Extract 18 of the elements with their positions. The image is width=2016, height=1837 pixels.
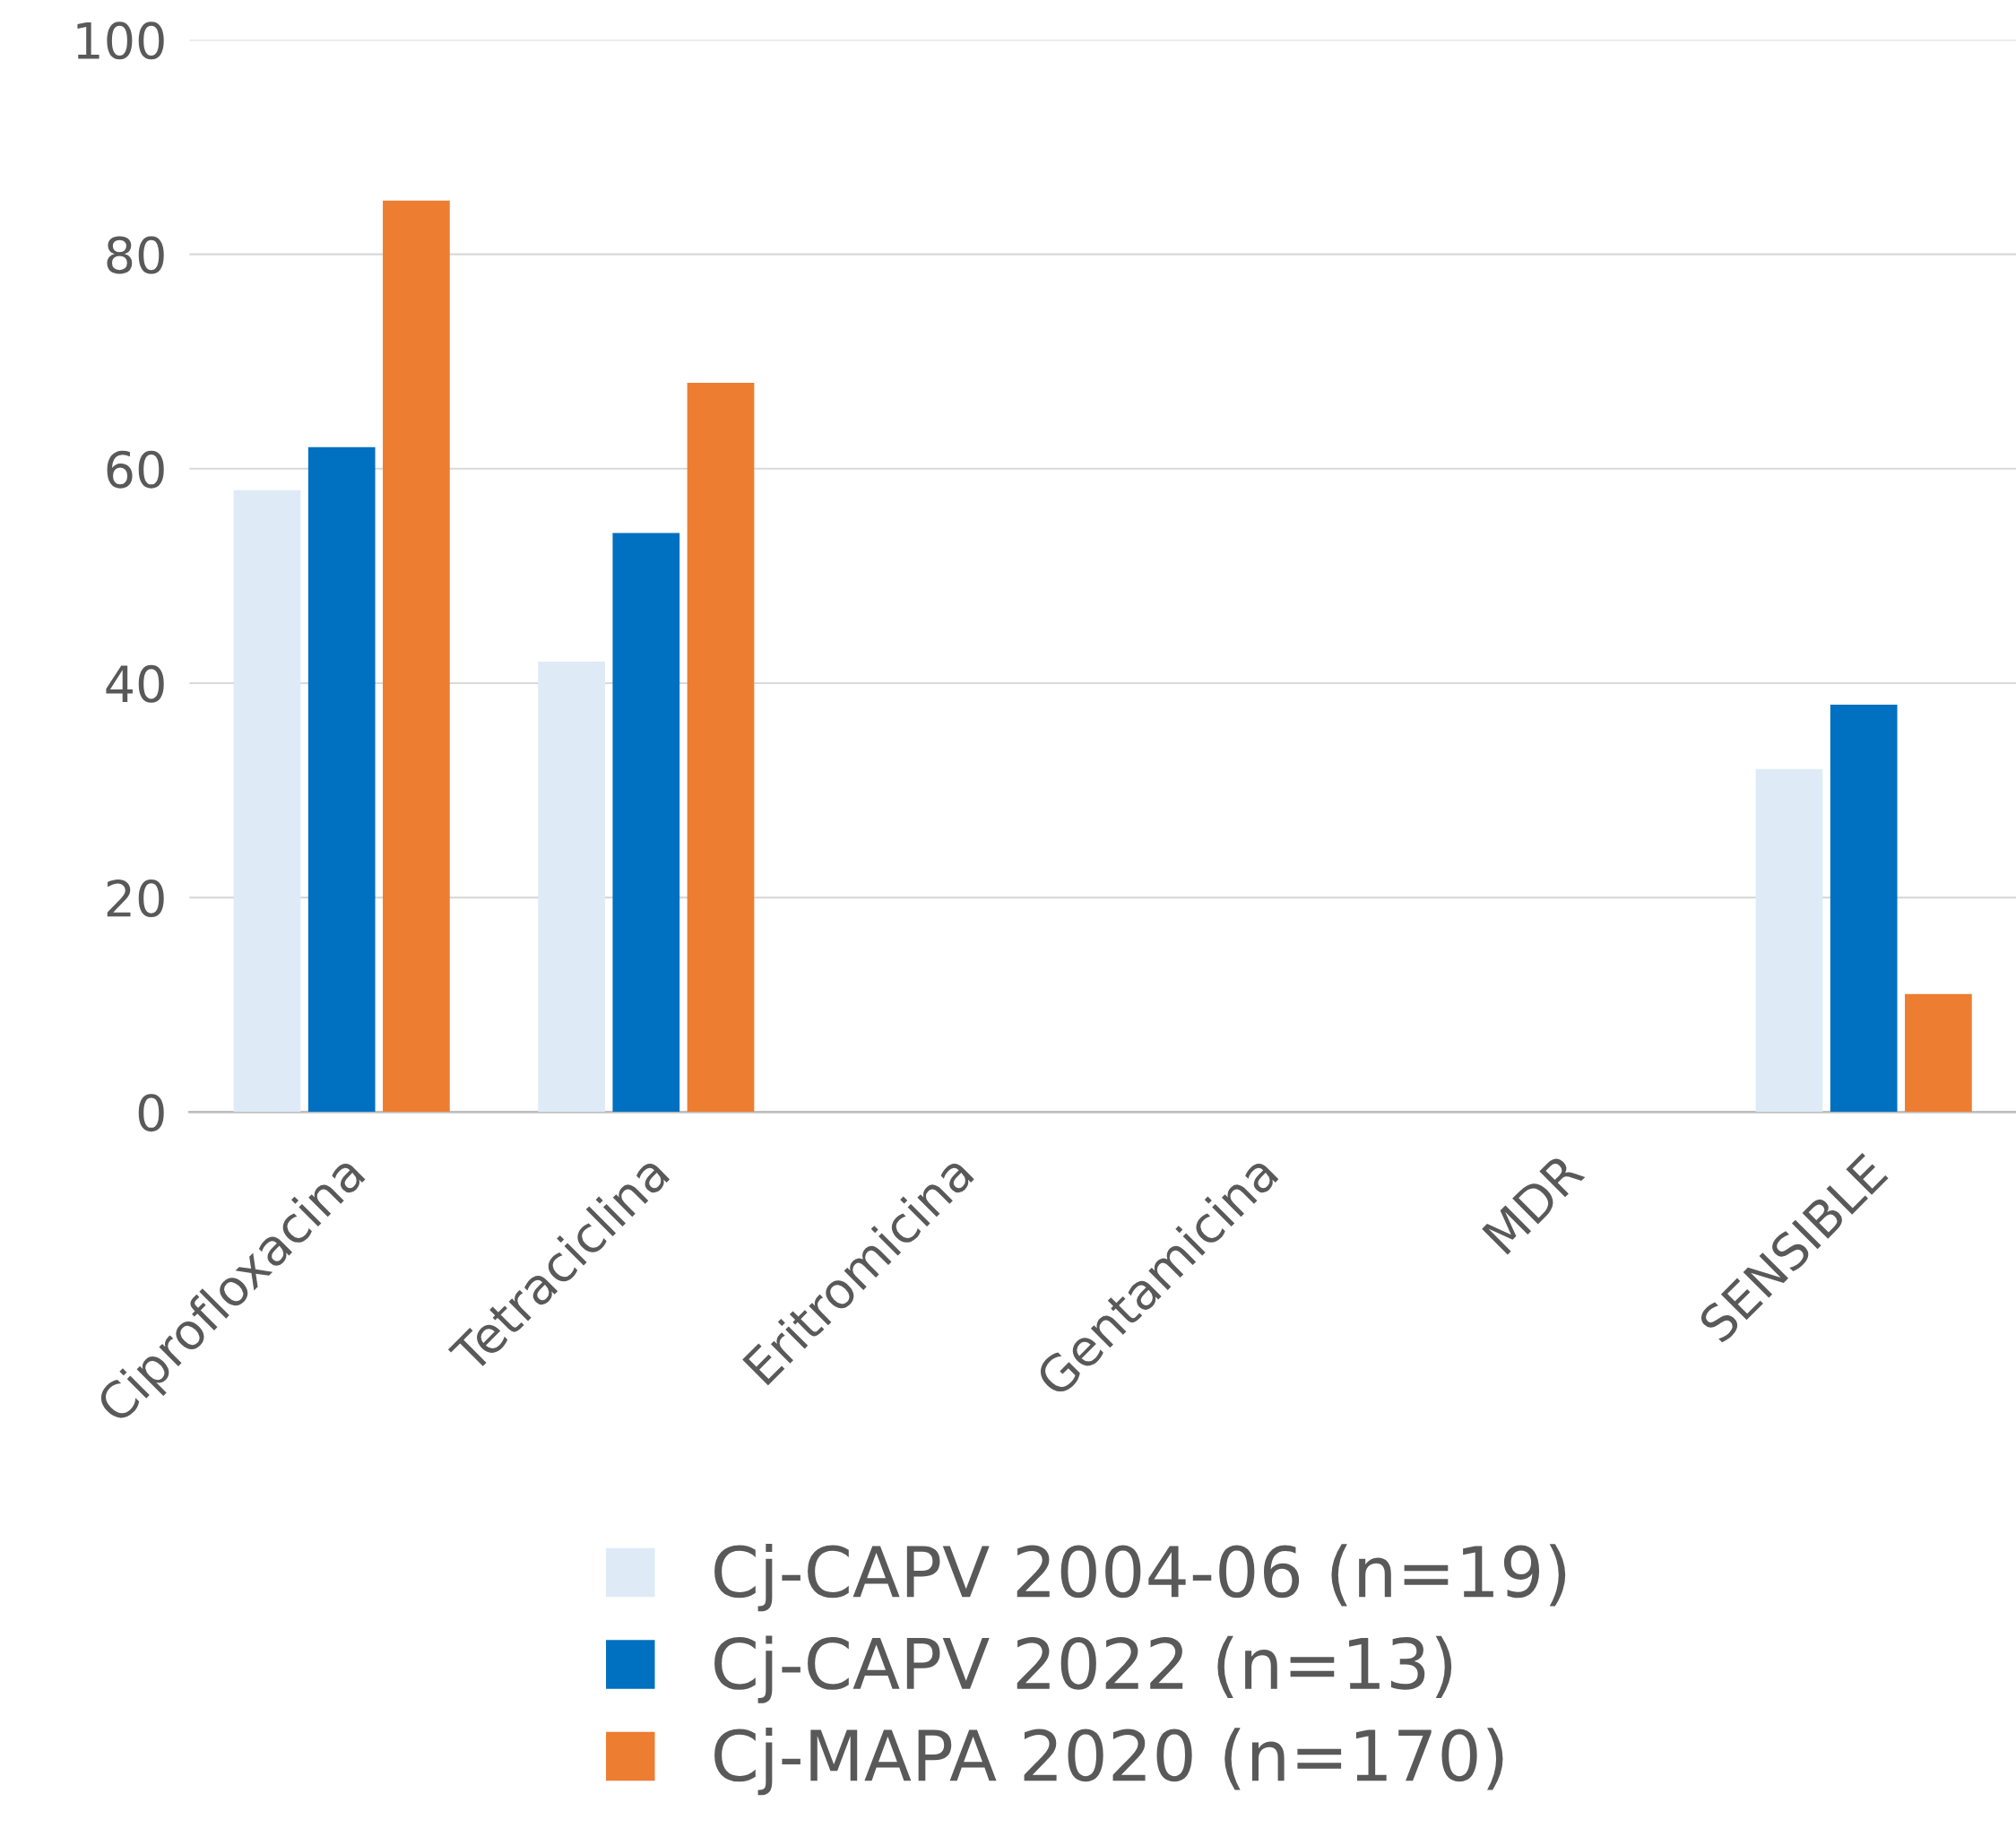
y-tick-label: 80 — [107, 236, 164, 274]
bar — [1905, 993, 1972, 1113]
y-tick-label: 60 — [107, 450, 164, 489]
legend-label: Cj-CAPV 2022 (n=13) — [714, 1635, 1452, 1703]
y-tick-label: 40 — [106, 664, 164, 703]
legend-label: Cj-MAPA 2020 (n=170) — [714, 1728, 1503, 1796]
bar — [1830, 704, 1898, 1113]
legend-label: Cj-CAPV 2004-06 (n=19) — [714, 1544, 1566, 1612]
bar — [233, 490, 301, 1113]
y-tick-label: 20 — [107, 880, 164, 918]
y-tick-label: 0 — [138, 1094, 164, 1132]
bar — [1755, 768, 1823, 1113]
y-tick-label: 100 — [77, 22, 164, 60]
bar — [687, 383, 755, 1113]
bar — [307, 446, 376, 1113]
bar — [538, 662, 605, 1113]
bar — [612, 533, 680, 1113]
bar — [383, 200, 450, 1113]
